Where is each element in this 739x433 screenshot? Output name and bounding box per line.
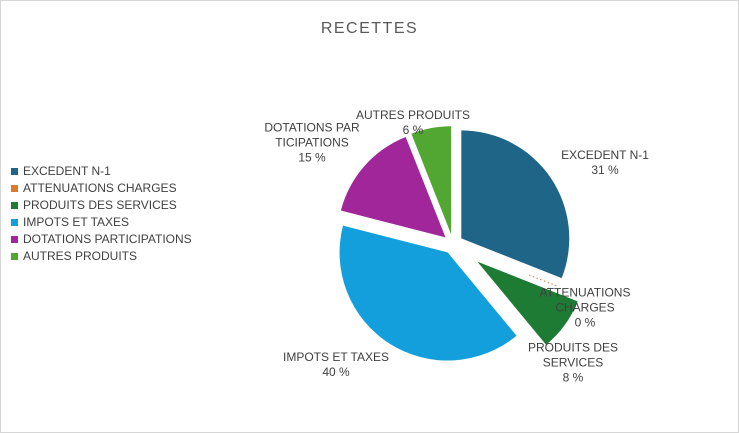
legend-item-autres-produits: AUTRES PRODUITS [11, 249, 192, 263]
legend: EXCEDENT N-1 ATTENUATIONS CHARGES PRODUITS… [11, 164, 192, 267]
pie-slice-impots-et-taxes [339, 225, 517, 361]
data-label-dotations-participations: DOTATIONS PAR TICIPATIONS 15 % [264, 120, 360, 165]
legend-swatch-icon [11, 201, 18, 209]
legend-item-label: ATTENUATIONS CHARGES [23, 181, 177, 195]
legend-item-label: EXCEDENT N-1 [23, 164, 111, 178]
data-label-impots-et-taxes: IMPOTS ET TAXES 40 % [282, 350, 390, 379]
legend-item-impots-et-taxes: IMPOTS ET TAXES [11, 215, 192, 229]
data-label-produits-des-services: PRODUITS DES SERVICES 8 % [527, 340, 619, 385]
legend-item-label: AUTRES PRODUITS [23, 249, 138, 263]
chart-title: RECETTES [320, 20, 419, 37]
legend-item-excedent-n-1: EXCEDENT N-1 [11, 164, 192, 178]
legend-swatch-icon [11, 252, 18, 260]
data-label-excedent-n-1: EXCEDENT N-1 31 % [561, 148, 649, 177]
legend-swatch-icon [11, 167, 18, 175]
label-leader-line [528, 274, 558, 287]
legend-item-label: IMPOTS ET TAXES [23, 215, 130, 229]
legend-swatch-icon [11, 218, 18, 226]
legend-item-attenuations-charges: ATTENUATIONS CHARGES [11, 181, 192, 195]
pie-slice-autres-produits [411, 126, 452, 235]
legend-item-dotations-participations: DOTATIONS PARTICIPATIONS [11, 232, 192, 246]
legend-item-label: PRODUITS DES SERVICES [23, 198, 177, 212]
legend-swatch-icon [11, 184, 18, 192]
legend-item-label: DOTATIONS PARTICIPATIONS [23, 232, 192, 246]
pie-slice-dotations-participations [340, 137, 446, 238]
pie-slice-excedent-n-1 [461, 130, 570, 279]
data-label-autres-produits: AUTRES PRODUITS 6 % [355, 108, 471, 137]
data-label-attenuations-charges: ATTENUATIONS CHARGES 0 % [539, 285, 631, 330]
pie-slice-produits-des-services [477, 261, 578, 345]
legend-swatch-icon [11, 235, 18, 243]
legend-item-produits-des-services: PRODUITS DES SERVICES [11, 198, 192, 212]
